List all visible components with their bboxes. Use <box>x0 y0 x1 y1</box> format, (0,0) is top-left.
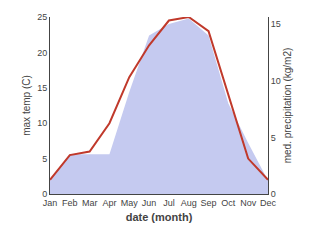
svg-text:med. precipitation (kg/m2): med. precipitation (kg/m2) <box>282 48 293 164</box>
svg-text:Dec: Dec <box>260 198 277 208</box>
svg-text:Jan: Jan <box>43 198 58 208</box>
svg-text:0: 0 <box>42 189 47 199</box>
svg-text:Jun: Jun <box>142 198 157 208</box>
svg-text:max temp (C): max temp (C) <box>21 75 32 136</box>
svg-text:date (month): date (month) <box>126 211 193 223</box>
svg-text:Feb: Feb <box>62 198 78 208</box>
svg-text:Jul: Jul <box>163 198 175 208</box>
svg-text:Sep: Sep <box>201 198 217 208</box>
svg-text:Oct: Oct <box>221 198 236 208</box>
svg-text:Aug: Aug <box>181 198 197 208</box>
svg-text:Nov: Nov <box>240 198 257 208</box>
svg-text:20: 20 <box>37 48 47 58</box>
svg-text:5: 5 <box>271 133 276 143</box>
svg-text:15: 15 <box>37 83 47 93</box>
svg-text:25: 25 <box>37 12 47 22</box>
svg-text:Apr: Apr <box>102 198 116 208</box>
svg-text:10: 10 <box>37 118 47 128</box>
svg-text:5: 5 <box>42 154 47 164</box>
svg-text:10: 10 <box>271 76 281 86</box>
svg-text:May: May <box>121 198 139 208</box>
svg-text:0: 0 <box>271 189 276 199</box>
svg-text:15: 15 <box>271 19 281 29</box>
svg-text:Mar: Mar <box>82 198 98 208</box>
